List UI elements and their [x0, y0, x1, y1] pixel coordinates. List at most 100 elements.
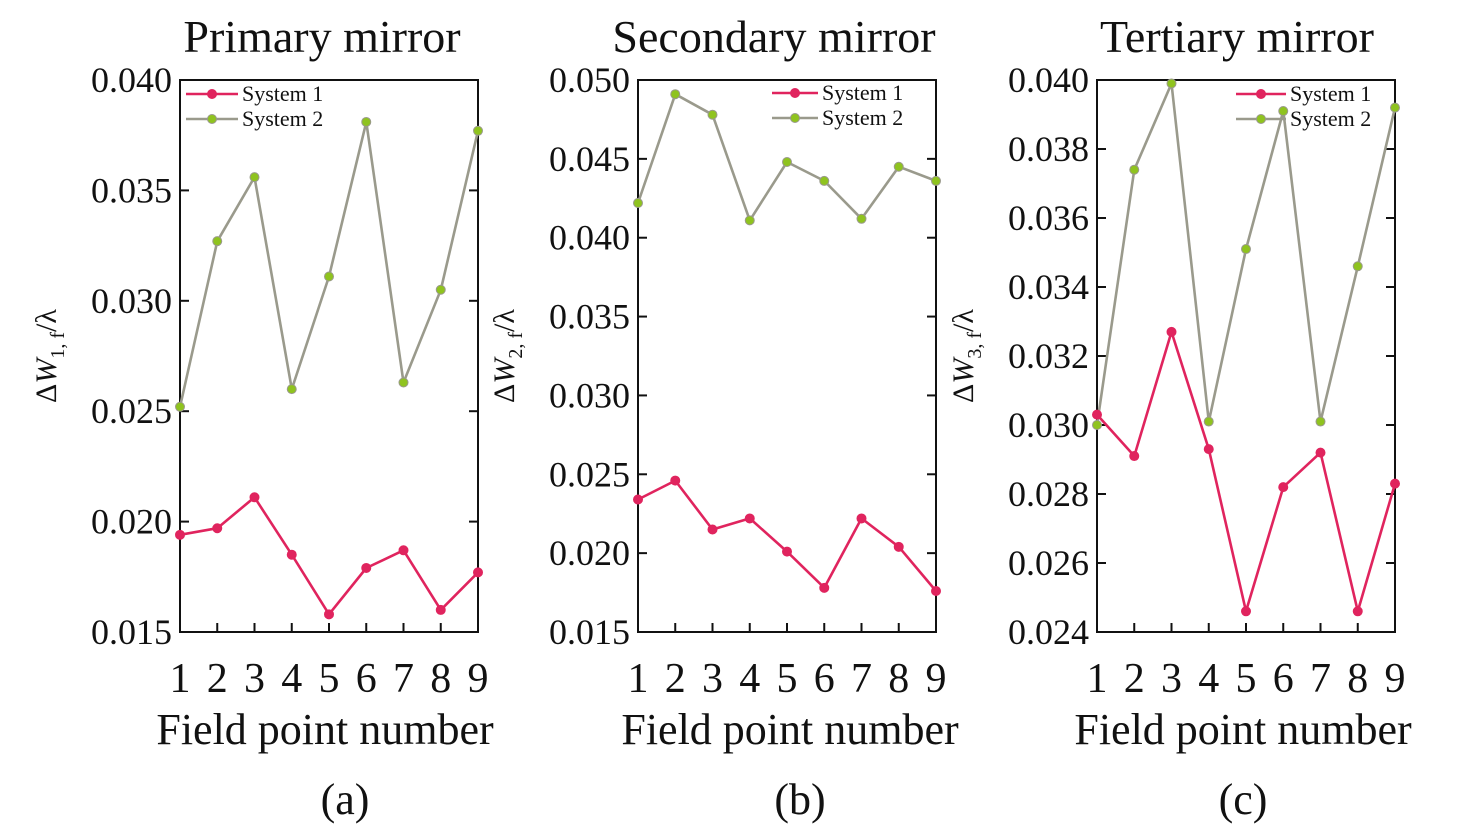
y-tick-label: 0.040 [91, 60, 172, 100]
data-point-system-1 [670, 475, 681, 486]
y-tick-label: 0.040 [1008, 60, 1089, 100]
panel-label: (a) [321, 775, 370, 824]
y-tick-label: 0.036 [1008, 198, 1089, 238]
y-tick-label: 0.032 [1008, 336, 1089, 376]
data-point-system-1 [435, 604, 446, 615]
data-point-system-1 [324, 609, 334, 620]
chart-title: Tertiary mirror [1100, 11, 1374, 62]
x-tick-label: 7 [851, 656, 872, 702]
y-tick-label: 0.026 [1008, 543, 1089, 583]
data-point-system-1 [707, 524, 718, 535]
series-line-system-1 [637, 479, 937, 592]
y-tick-label: 0.030 [91, 281, 172, 321]
series-line-system-1 [179, 495, 479, 616]
data-point-system-2 [1315, 416, 1326, 427]
y-axis-label-sub: 2, f [505, 332, 527, 359]
y-axis-label-var: W [30, 356, 63, 384]
x-tick-label: 1 [1087, 656, 1108, 702]
data-point-system-2 [1278, 106, 1289, 117]
data-point-system-2 [931, 175, 941, 186]
x-tick-label: 9 [468, 656, 489, 702]
legend-label-system-1: System 1 [242, 81, 323, 106]
legend-marker-system-1 [1256, 89, 1266, 99]
data-point-system-2 [707, 109, 718, 120]
x-tick-label: 2 [665, 656, 686, 702]
x-tick-label: 9 [1385, 656, 1406, 702]
data-point-system-1 [1352, 606, 1363, 617]
panel-secondary-mirror: Secondary mirror 0.015 0.020 0.025 0.030 0.03… [488, 11, 959, 824]
data-point-system-1 [856, 513, 867, 524]
x-tick-label: 2 [207, 656, 228, 702]
y-axis-label-prefix: Δ [30, 384, 63, 403]
y-tick-label: 0.015 [91, 612, 172, 652]
y-tick-label: 0.025 [91, 391, 172, 431]
data-point-system-1 [398, 545, 409, 556]
x-tick-label: 8 [430, 656, 451, 702]
y-tick-label: 0.035 [91, 170, 172, 210]
x-axis-label: Field point number [621, 705, 959, 754]
legend-marker-system-1 [790, 88, 800, 98]
y-axis-label-prefix: Δ [947, 384, 980, 403]
data-point-system-2 [212, 236, 223, 247]
plot-frame [1096, 79, 1396, 633]
data-point-system-2 [1092, 420, 1102, 430]
data-point-system-2 [286, 384, 297, 395]
y-axis-label: ΔW1, f/λ [30, 309, 69, 403]
y-axis-label: ΔW3, f/λ [947, 309, 986, 403]
data-point-system-1 [819, 582, 830, 593]
y-tick-label: 0.024 [1008, 612, 1089, 652]
y-tick-label: 0.035 [549, 297, 630, 337]
data-point-system-2 [398, 377, 409, 388]
data-point-system-2 [324, 271, 334, 282]
y-tick-label: 0.030 [1008, 405, 1089, 445]
chart-title: Primary mirror [183, 11, 460, 62]
data-point-system-2 [435, 284, 446, 295]
x-tick-label: 1 [170, 656, 191, 702]
y-axis-label-sub: 3, f [964, 332, 986, 359]
data-point-system-2 [744, 215, 755, 226]
x-axis-label: Field point number [156, 705, 494, 754]
panel-label: (b) [774, 775, 825, 824]
chart-title: Secondary mirror [612, 11, 935, 62]
y-axis-label-suffix: /λ [30, 309, 63, 332]
x-tick-label: 6 [1273, 656, 1294, 702]
legend-marker-system-2 [207, 114, 217, 124]
panel-tertiary-mirror: Tertiary mirror 0.024 0.026 0.028 0.030 0.032… [947, 11, 1412, 824]
y-axis-label-suffix: /λ [488, 309, 521, 332]
data-point-system-2 [819, 175, 830, 186]
legend-label-system-1: System 1 [1290, 81, 1371, 106]
y-tick-label: 0.040 [549, 218, 630, 258]
y-tick-label: 0.045 [549, 139, 630, 179]
data-point-system-2 [782, 157, 792, 168]
data-point-system-1 [212, 523, 223, 534]
data-point-system-1 [175, 529, 185, 540]
data-point-system-1 [782, 546, 792, 557]
y-axis-label-prefix: Δ [488, 384, 521, 403]
data-point-system-2 [893, 161, 904, 172]
data-point-system-2 [1203, 416, 1214, 427]
data-point-system-2 [1241, 244, 1251, 255]
x-tick-label: 4 [1198, 656, 1219, 702]
y-axis-label: ΔW2, f/λ [488, 309, 527, 403]
data-point-system-1 [1278, 482, 1289, 493]
data-point-system-1 [249, 492, 260, 503]
x-tick-label: 5 [319, 656, 340, 702]
x-tick-label: 6 [356, 656, 377, 702]
data-point-system-1 [361, 562, 372, 573]
data-point-system-2 [361, 116, 372, 127]
legend-label-system-2: System 2 [1290, 106, 1371, 131]
data-point-system-1 [931, 585, 941, 596]
y-tick-label: 0.028 [1008, 474, 1089, 514]
data-point-system-1 [1390, 478, 1400, 489]
series-line-system-2 [1095, 82, 1397, 426]
y-tick-label: 0.025 [549, 454, 630, 494]
y-tick-label: 0.015 [549, 612, 630, 652]
legend-marker-system-1 [207, 89, 217, 99]
data-point-system-2 [1129, 164, 1140, 175]
data-point-system-2 [1166, 78, 1177, 89]
legend-label-system-2: System 2 [822, 105, 903, 130]
